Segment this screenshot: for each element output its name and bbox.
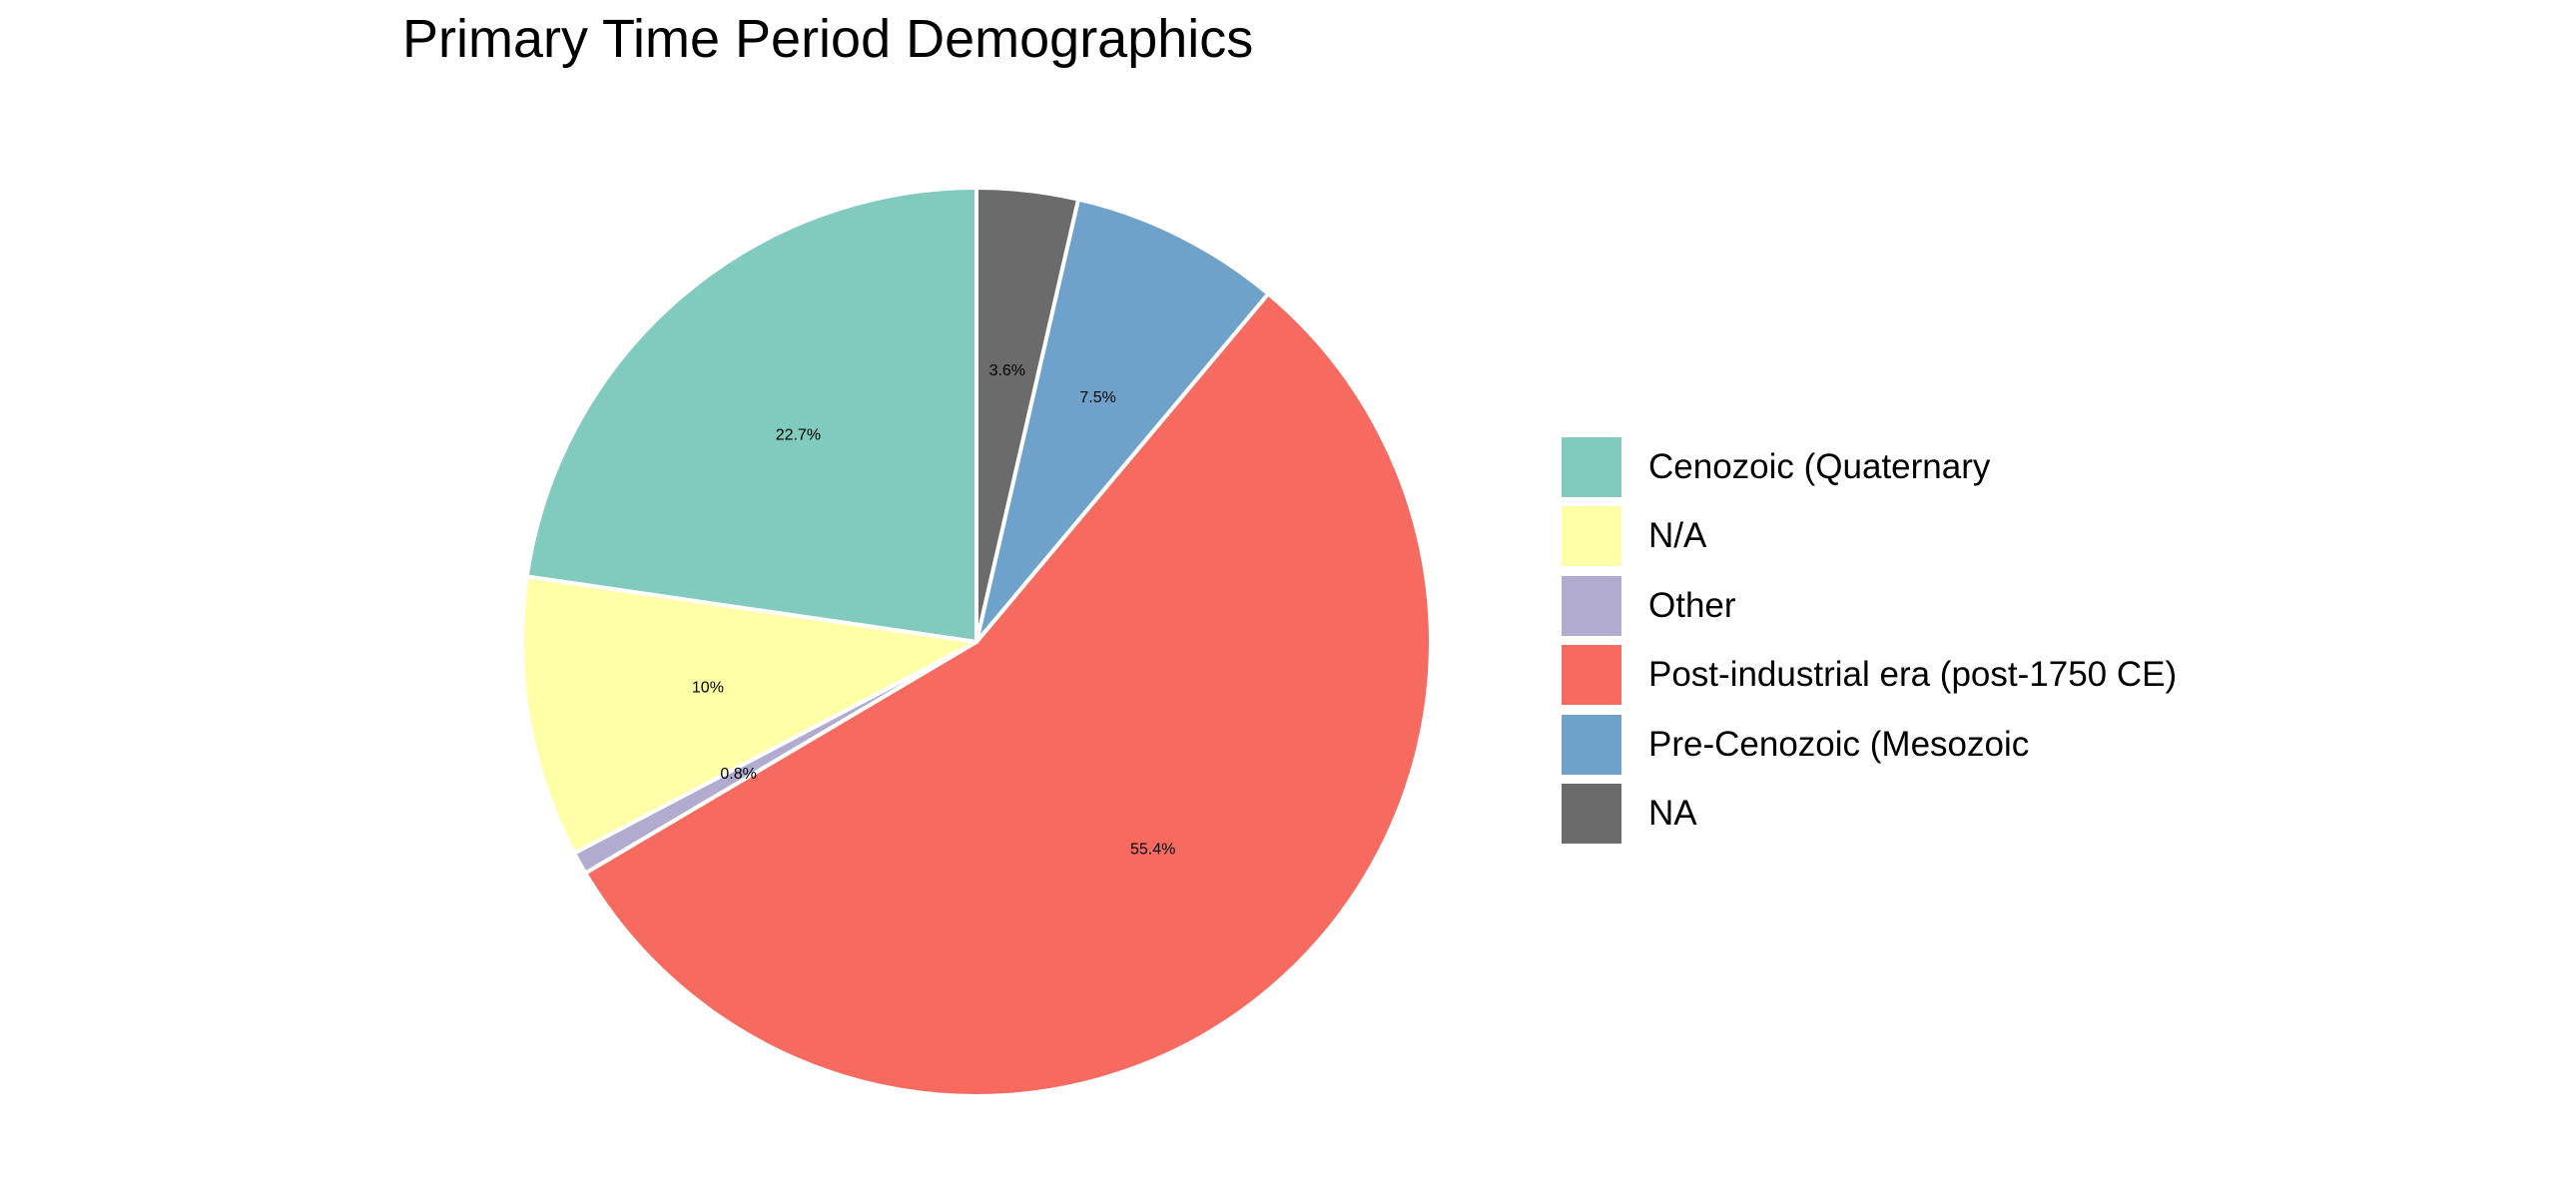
slice-label-other: 0.8%	[720, 766, 756, 783]
legend-swatch	[1562, 714, 1621, 775]
slice-label-na: 3.6%	[989, 362, 1025, 379]
legend-swatch	[1562, 645, 1621, 706]
legend-label: Other	[1648, 585, 1736, 625]
chart-title: Primary Time Period Demographics	[402, 9, 1254, 69]
legend-item-cenozoic-quaternary: Cenozoic (Quaternary	[1562, 432, 2177, 502]
slice-label-n-a: 10%	[692, 679, 724, 696]
pie-slice-n-a	[520, 574, 978, 856]
legend-item-n-a: N/A	[1562, 502, 2177, 572]
pie-slice-pre-cenozoic-mesozoic	[974, 197, 1271, 644]
legend-item-na: NA	[1562, 780, 2177, 850]
legend-item-other: Other	[1562, 571, 2177, 641]
pie-slice-cenozoic-quaternary	[524, 186, 978, 644]
legend-label: Pre-Cenozoic (Mesozoic	[1648, 724, 2030, 764]
legend-label: NA	[1648, 794, 1697, 834]
legend-swatch	[1562, 575, 1621, 636]
slice-label-cenozoic-quaternary: 22.7%	[776, 427, 821, 444]
legend-swatch	[1562, 436, 1621, 497]
legend-label: Post-industrial era (post-1750 CE)	[1648, 655, 2178, 695]
pie-slice-na	[974, 186, 1081, 644]
legend-label: N/A	[1648, 516, 1707, 556]
legend-item-pre-cenozoic-mesozoic: Pre-Cenozoic (Mesozoic	[1562, 710, 2177, 780]
legend-swatch	[1562, 506, 1621, 567]
legend-swatch	[1562, 784, 1621, 845]
slice-label-post-industrial-era-post-1750-ce: 55.4%	[1130, 841, 1175, 858]
pie-slice-labels: 22.7% 10% 0.8% 55.4% 7.5% 3.6%	[692, 362, 1175, 858]
chart-legend: Cenozoic (Quaternary N/A Other Post-industr…	[1562, 432, 2177, 849]
legend-item-post-industrial-era-post-1750-ce: Post-industrial era (post-1750 CE)	[1562, 641, 2177, 711]
legend-label: Cenozoic (Quaternary	[1648, 446, 1991, 486]
pie-slices	[520, 186, 1433, 1098]
pie-slice-post-industrial-era-post-1750-ce	[583, 292, 1433, 1098]
slice-label-pre-cenozoic-mesozoic: 7.5%	[1079, 389, 1115, 406]
